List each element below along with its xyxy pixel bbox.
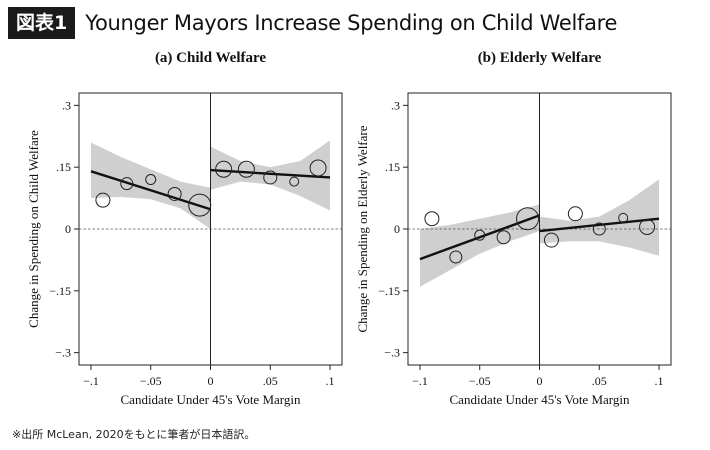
panel-b-x-tick-label-1: −.1 <box>412 374 428 388</box>
panel-a-y-tick-label-1: −.3 <box>55 346 71 360</box>
panel-a-data-point-2 <box>120 177 134 191</box>
panel-a-x-axis-label: Candidate Under 45's Vote Margin <box>121 392 301 407</box>
panel-b-y-tick-label-3: 0 <box>394 222 400 236</box>
panel-b-title: (b) Elderly Welfare <box>478 50 602 66</box>
panel-b-y-axis-label: Change in Spending on Elderly Welfare <box>355 125 370 332</box>
panel-a-fit-right-line <box>210 168 331 179</box>
panel-b-data-point-2 <box>449 250 463 264</box>
panel-b-y-tick-label-4: .15 <box>385 160 400 174</box>
panel-a-data-point-9 <box>289 176 300 187</box>
panel-b-y-tick-label-5: .3 <box>391 98 400 112</box>
panel-a-x-tick-label-5: .1 <box>326 374 335 388</box>
panel-b-data-point-9 <box>618 212 629 223</box>
panel-b-x-tick-label-4: .05 <box>592 374 607 388</box>
panel-a-ci-right-band <box>210 140 330 211</box>
panel-b-data-point-3 <box>474 229 486 241</box>
panel-a-y-axis-label: Change in Spending on Child Welfare <box>26 130 41 328</box>
panel-b-x-tick-label-5: .1 <box>655 374 664 388</box>
panel-a-x-tick-label-3: 0 <box>208 374 214 388</box>
panel-a-title: (a) Child Welfare <box>155 50 266 66</box>
panel-a-y-tick-label-2: −.15 <box>49 284 71 298</box>
panel-a-x-tick-label-4: .05 <box>263 374 278 388</box>
panel-b-data-point-10 <box>639 218 656 235</box>
panel-b-data-point-7 <box>567 206 583 222</box>
panel-a-ci-left-band <box>91 142 211 229</box>
panel-a-y-tick-label-4: .15 <box>56 160 71 174</box>
panel-a-data-point-5 <box>188 193 212 217</box>
panel-a-fit-left-line <box>90 170 211 211</box>
panel-a-data-point-8 <box>263 170 278 185</box>
figure-title: Younger Mayors Increase Spending on Chil… <box>85 11 618 35</box>
figure-header: 図表1 Younger Mayors Increase Spending on … <box>8 6 617 40</box>
panel-b-ci-left-band <box>420 204 540 287</box>
panel-a-data-point-7 <box>237 160 255 178</box>
panel-a-y-tick-label-3: 0 <box>65 222 71 236</box>
panel-a-data-point-6 <box>215 160 233 178</box>
panel-a-data-point-10 <box>309 159 327 177</box>
panel-b-data-point-1 <box>424 211 440 227</box>
panel-b-data-point-5 <box>516 207 540 231</box>
panel-b-data-point-4 <box>496 230 511 245</box>
source-footnote: ※出所 McLean, 2020をもとに筆者が日本語訳。 <box>12 428 256 441</box>
panel-b-x-axis-label: Candidate Under 45's Vote Margin <box>450 392 630 407</box>
panel-b-y-tick-label-1: −.3 <box>384 346 400 360</box>
panel-b-data-point-6 <box>543 232 559 248</box>
panel-a-x-tick-label-2: −.05 <box>140 374 162 388</box>
panel-a-x-tick-label-1: −.1 <box>83 374 99 388</box>
panel-b-y-tick-label-2: −.15 <box>378 284 400 298</box>
panel-a-data-point-4 <box>167 186 182 201</box>
panel-b-fit-right-line <box>539 217 660 233</box>
panel-b-data-point-8 <box>592 222 606 236</box>
panel-a-data-point-1 <box>95 192 111 208</box>
panel-b-fit-left-line <box>419 214 540 261</box>
panel-b-x-tick-label-2: −.05 <box>469 374 491 388</box>
panel-b-ci-right-band <box>539 179 659 256</box>
figure-badge: 図表1 <box>8 7 76 39</box>
panel-a-data-point-3 <box>145 174 157 186</box>
panel-b-x-tick-label-3: 0 <box>537 374 543 388</box>
panel-a-y-tick-label-5: .3 <box>62 98 71 112</box>
